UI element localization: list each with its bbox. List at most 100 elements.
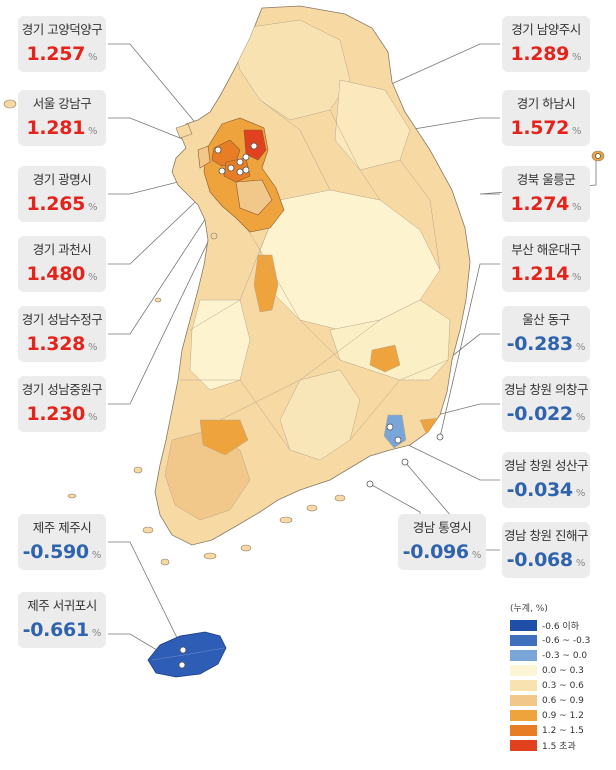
callout-unit: % bbox=[471, 550, 482, 561]
callout-unit: % bbox=[88, 412, 98, 423]
island-south-4 bbox=[306, 504, 318, 512]
callout-value: 1.230 bbox=[26, 403, 86, 425]
callout-value: 1.572 bbox=[510, 117, 570, 139]
callout-changwon-jinhae: 경남 창원 진해구 -0.068% bbox=[502, 522, 590, 578]
marker-seogwipo bbox=[178, 661, 186, 669]
legend-label: -0.3 ~ 0.0 bbox=[542, 650, 588, 661]
legend-item: -0.6 ~ -0.3 bbox=[510, 633, 610, 648]
callout-label: 제주 서귀포시 bbox=[27, 598, 97, 613]
callout-unit: % bbox=[572, 126, 582, 137]
callout-hanam: 경기 하남시 1.572% bbox=[502, 90, 590, 146]
callout-ulleung: 경북 울릉군 1.274% bbox=[502, 166, 590, 222]
callout-label: 경북 울릉군 bbox=[516, 172, 576, 187]
marker-haeundae bbox=[436, 433, 444, 441]
legend-label: 1.5 초과 bbox=[542, 742, 576, 752]
callout-seongnam-sujeong: 경기 성남수정구 1.328% bbox=[18, 306, 106, 362]
marker-jinhae bbox=[401, 458, 409, 466]
callout-value: 1.257 bbox=[26, 43, 86, 65]
callout-unit: % bbox=[575, 342, 586, 353]
island-south-3 bbox=[279, 516, 293, 524]
callout-gwacheon: 경기 과천시 1.480% bbox=[18, 236, 106, 292]
legend-item: 0.6 ~ 0.9 bbox=[510, 693, 610, 708]
callout-value: 1.265 bbox=[26, 193, 86, 215]
capital-region bbox=[197, 117, 285, 233]
legend-item: 1.2 ~ 1.5 bbox=[510, 723, 610, 738]
callout-unit: % bbox=[91, 550, 102, 561]
callout-unit: % bbox=[88, 202, 98, 213]
legend-swatch bbox=[510, 620, 537, 631]
legend-item: -0.6 이하 bbox=[510, 618, 610, 633]
marker-namyangju bbox=[250, 142, 258, 150]
marker-jeju-city bbox=[179, 646, 187, 654]
callout-gwangmyeong: 경기 광명시 1.265% bbox=[18, 166, 106, 222]
island-west-4 bbox=[154, 297, 162, 303]
legend-label: -0.6 ~ -0.3 bbox=[542, 635, 591, 646]
callout-value: 1.289 bbox=[510, 43, 570, 65]
markers bbox=[178, 142, 601, 669]
legend-item: 1.5 초과 bbox=[510, 738, 610, 753]
callout-unit: % bbox=[91, 628, 102, 639]
callout-unit: % bbox=[88, 52, 98, 63]
callout-label: 울산 동구 bbox=[522, 312, 570, 327]
callout-value: -0.034 bbox=[506, 479, 573, 501]
legend: (누계, %) -0.6 이하 -0.6 ~ -0.3 -0.3 ~ 0.0 0… bbox=[510, 601, 610, 753]
island-baengnyeong bbox=[3, 99, 17, 109]
callout-value: -0.661 bbox=[22, 619, 89, 641]
callout-label: 경기 하남시 bbox=[516, 96, 576, 111]
marker-hanam bbox=[242, 153, 250, 161]
callout-unit: % bbox=[88, 126, 98, 137]
island-west-3 bbox=[160, 558, 170, 566]
callout-value: -0.096 bbox=[402, 541, 469, 563]
legend-title: (누계, %) bbox=[510, 604, 548, 614]
callout-unit: % bbox=[88, 342, 98, 353]
callout-value: -0.283 bbox=[506, 333, 573, 355]
callout-label: 경남 창원 의창구 bbox=[504, 382, 588, 397]
marker-uichang bbox=[386, 423, 394, 431]
marker-seongnam-jungwon bbox=[242, 166, 250, 174]
callout-label: 경기 남양주시 bbox=[511, 22, 581, 37]
marker-seoul-gangnam bbox=[236, 158, 244, 166]
legend-item: 0.3 ~ 0.6 bbox=[510, 678, 610, 693]
legend-label: -0.6 이하 bbox=[542, 622, 579, 632]
callout-label: 경남 창원 진해구 bbox=[504, 528, 588, 543]
island-dangjin bbox=[210, 232, 218, 240]
callout-goyang-deogyang: 경기 고양덕양구 1.257% bbox=[18, 16, 106, 72]
callout-value: 1.328 bbox=[26, 333, 86, 355]
callout-value: 1.281 bbox=[26, 117, 86, 139]
legend-label: 0.0 ~ 0.3 bbox=[542, 665, 584, 676]
legend-label: 0.3 ~ 0.6 bbox=[542, 680, 584, 691]
callout-value: -0.068 bbox=[506, 549, 573, 571]
callout-value: 1.274 bbox=[510, 193, 570, 215]
mainland bbox=[154, 5, 471, 546]
island-west-2 bbox=[142, 526, 154, 534]
callout-unit: % bbox=[572, 272, 582, 283]
callout-seoul-gangnam: 서울 강남구 1.281% bbox=[18, 90, 106, 146]
callout-label: 경남 창원 성산구 bbox=[504, 458, 588, 473]
legend-swatch bbox=[510, 665, 537, 676]
legend-swatch bbox=[510, 680, 537, 691]
callout-label: 부산 해운대구 bbox=[511, 242, 581, 257]
callout-unit: % bbox=[575, 412, 586, 423]
callout-tongyeong: 경남 통영시 -0.096% bbox=[398, 514, 486, 570]
callout-unit: % bbox=[88, 272, 98, 283]
legend-swatch bbox=[510, 710, 537, 721]
callout-value: 1.214 bbox=[510, 263, 570, 285]
callout-value: -0.590 bbox=[22, 541, 89, 563]
callout-label: 제주 제주시 bbox=[32, 520, 92, 535]
callout-seongnam-jungwon: 경기 성남중원구 1.230% bbox=[18, 376, 106, 432]
callout-seogwipo: 제주 서귀포시 -0.661% bbox=[18, 592, 106, 648]
callout-label: 경남 통영시 bbox=[412, 520, 472, 535]
island-west-1 bbox=[133, 466, 143, 474]
callout-label: 경기 과천시 bbox=[32, 242, 92, 257]
callout-changwon-seongsan: 경남 창원 성산구 -0.034% bbox=[502, 452, 590, 508]
marker-gwangmyeong bbox=[218, 167, 226, 175]
legend-item: 0.0 ~ 0.3 bbox=[510, 663, 610, 678]
callout-label: 경기 고양덕양구 bbox=[21, 22, 103, 37]
callout-unit: % bbox=[572, 52, 582, 63]
callout-changwon-uichang: 경남 창원 의창구 -0.022% bbox=[502, 376, 590, 432]
island-gageo bbox=[67, 493, 77, 499]
legend-item: -0.3 ~ 0.0 bbox=[510, 648, 610, 663]
marker-seongnam-sujeong bbox=[236, 168, 244, 176]
callout-value: -0.022 bbox=[506, 403, 573, 425]
